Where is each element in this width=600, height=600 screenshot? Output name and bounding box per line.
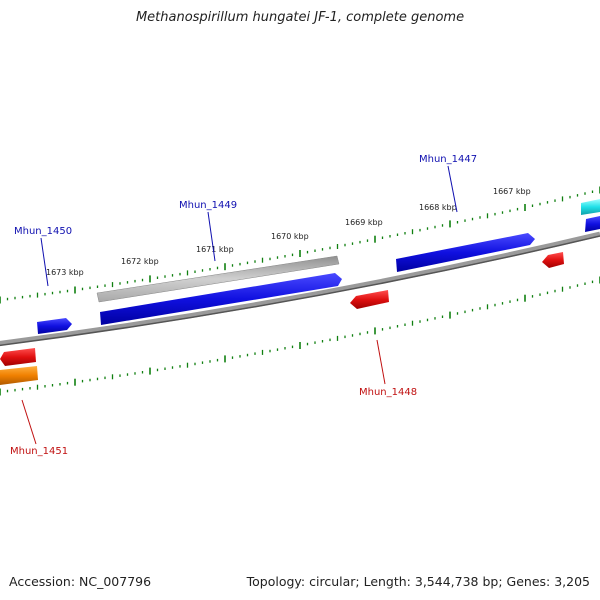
scale-label: 1667 kbp: [493, 187, 531, 196]
genome-summary: Topology: circular; Length: 3,544,738 bp…: [246, 574, 590, 589]
scale-label: 1672 kbp: [121, 257, 159, 266]
leader-line-mhun-1451: [21, 399, 37, 445]
accession-label: Accession: NC_007796: [9, 574, 152, 589]
gene-arrow-mhun-1448[interactable]: [350, 290, 389, 309]
gene-arrow-mhun-1450[interactable]: [37, 318, 72, 334]
gene-arrow-edge-blue[interactable]: [585, 216, 600, 232]
leader-line-mhun-1447: [447, 165, 458, 213]
scale-label: 1668 kbp: [419, 203, 457, 212]
gene-arrow-reverse-small[interactable]: [542, 252, 564, 268]
outer-scale-track: [0, 186, 600, 304]
gene-label-mhun-1450[interactable]: Mhun_1450: [14, 226, 72, 237]
gene-arrow-mhun-1451[interactable]: [0, 348, 36, 366]
map-title: Methanospirillum hungatei JF-1, complete…: [135, 10, 465, 25]
gene-arrow-mhun-1447[interactable]: [396, 233, 535, 272]
gene-label-mhun-1448[interactable]: Mhun_1448: [359, 387, 417, 398]
inner-scale-track: [0, 276, 600, 396]
gene-label-mhun-1447[interactable]: Mhun_1447: [419, 154, 477, 165]
gene-arrow-pseudo[interactable]: [96, 255, 340, 303]
scale-label: 1673 kbp: [46, 268, 84, 277]
scale-label: 1671 kbp: [196, 245, 234, 254]
gene-label-mhun-1451[interactable]: Mhun_1451: [10, 446, 68, 457]
gene-arrow-mhun-1449[interactable]: [100, 273, 342, 325]
genome-backbone-shadow: [0, 235, 600, 347]
gene-label-mhun-1449[interactable]: Mhun_1449: [179, 200, 237, 211]
scale-label: 1669 kbp: [345, 218, 383, 227]
leader-line-mhun-1449: [207, 211, 216, 262]
gene-arrow-orange[interactable]: [0, 366, 38, 385]
scale-label: 1670 kbp: [271, 232, 309, 241]
leader-line-mhun-1448: [376, 339, 386, 385]
leader-line-mhun-1450: [40, 237, 49, 287]
genome-backbone: [0, 231, 600, 346]
gene-arrow-edge-cyan[interactable]: [581, 199, 600, 215]
